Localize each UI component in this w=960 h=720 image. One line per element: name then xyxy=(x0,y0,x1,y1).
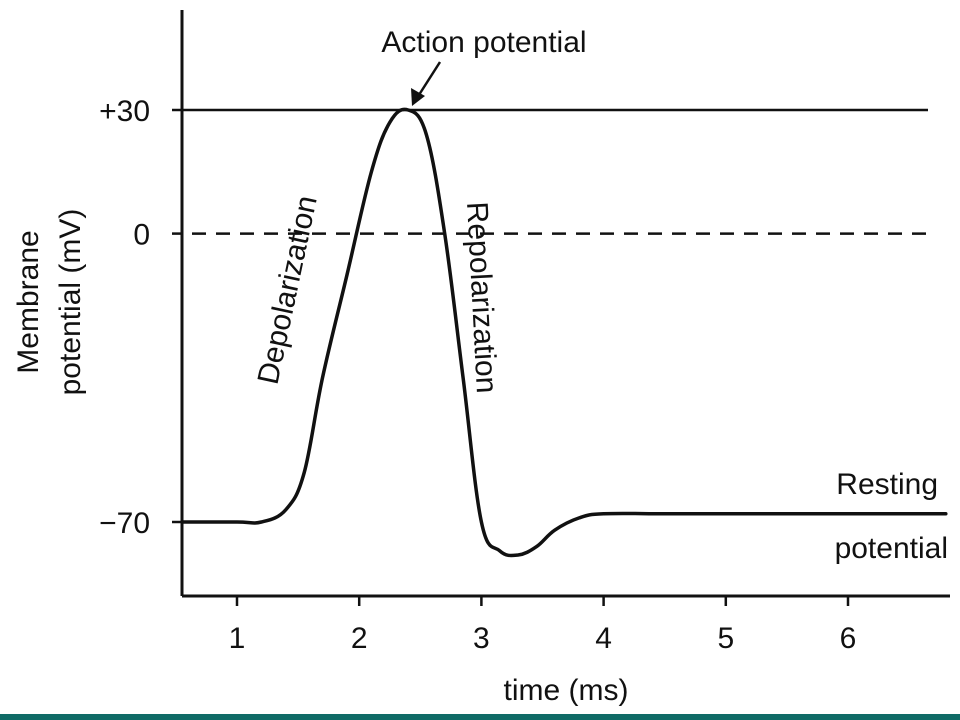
x-tick-label: 6 xyxy=(840,622,857,655)
x-tick-label: 2 xyxy=(351,622,368,655)
y-tick-label: 0 xyxy=(133,219,150,252)
action-potential-arrow xyxy=(415,61,442,99)
x-tick-label: 3 xyxy=(473,622,490,655)
y-tick-label: −70 xyxy=(99,507,150,540)
y-tick-label: +30 xyxy=(99,95,150,128)
bottom-color-band xyxy=(0,714,960,720)
y-axis-label-line2: potential (mV) xyxy=(54,209,87,396)
y-tick-group: +30 0 −70 xyxy=(99,95,182,540)
depolarization-label: Depolarization xyxy=(252,193,324,387)
y-axis-label-line1: Membrane xyxy=(12,230,45,373)
resting-label-line2: potential xyxy=(835,532,948,565)
resting-label-line1: Resting xyxy=(836,468,938,501)
arrow-head xyxy=(411,88,425,106)
action-potential-label: Action potential xyxy=(381,26,586,59)
repolarization-label: Repolarization xyxy=(460,201,503,394)
x-tick-label: 4 xyxy=(595,622,612,655)
x-tick-group: 1 2 3 4 5 6 xyxy=(229,596,857,655)
x-tick-label: 1 xyxy=(229,622,246,655)
x-tick-label: 5 xyxy=(717,622,734,655)
membrane-potential-curve xyxy=(180,107,948,558)
x-axis-label: time (ms) xyxy=(504,674,629,707)
